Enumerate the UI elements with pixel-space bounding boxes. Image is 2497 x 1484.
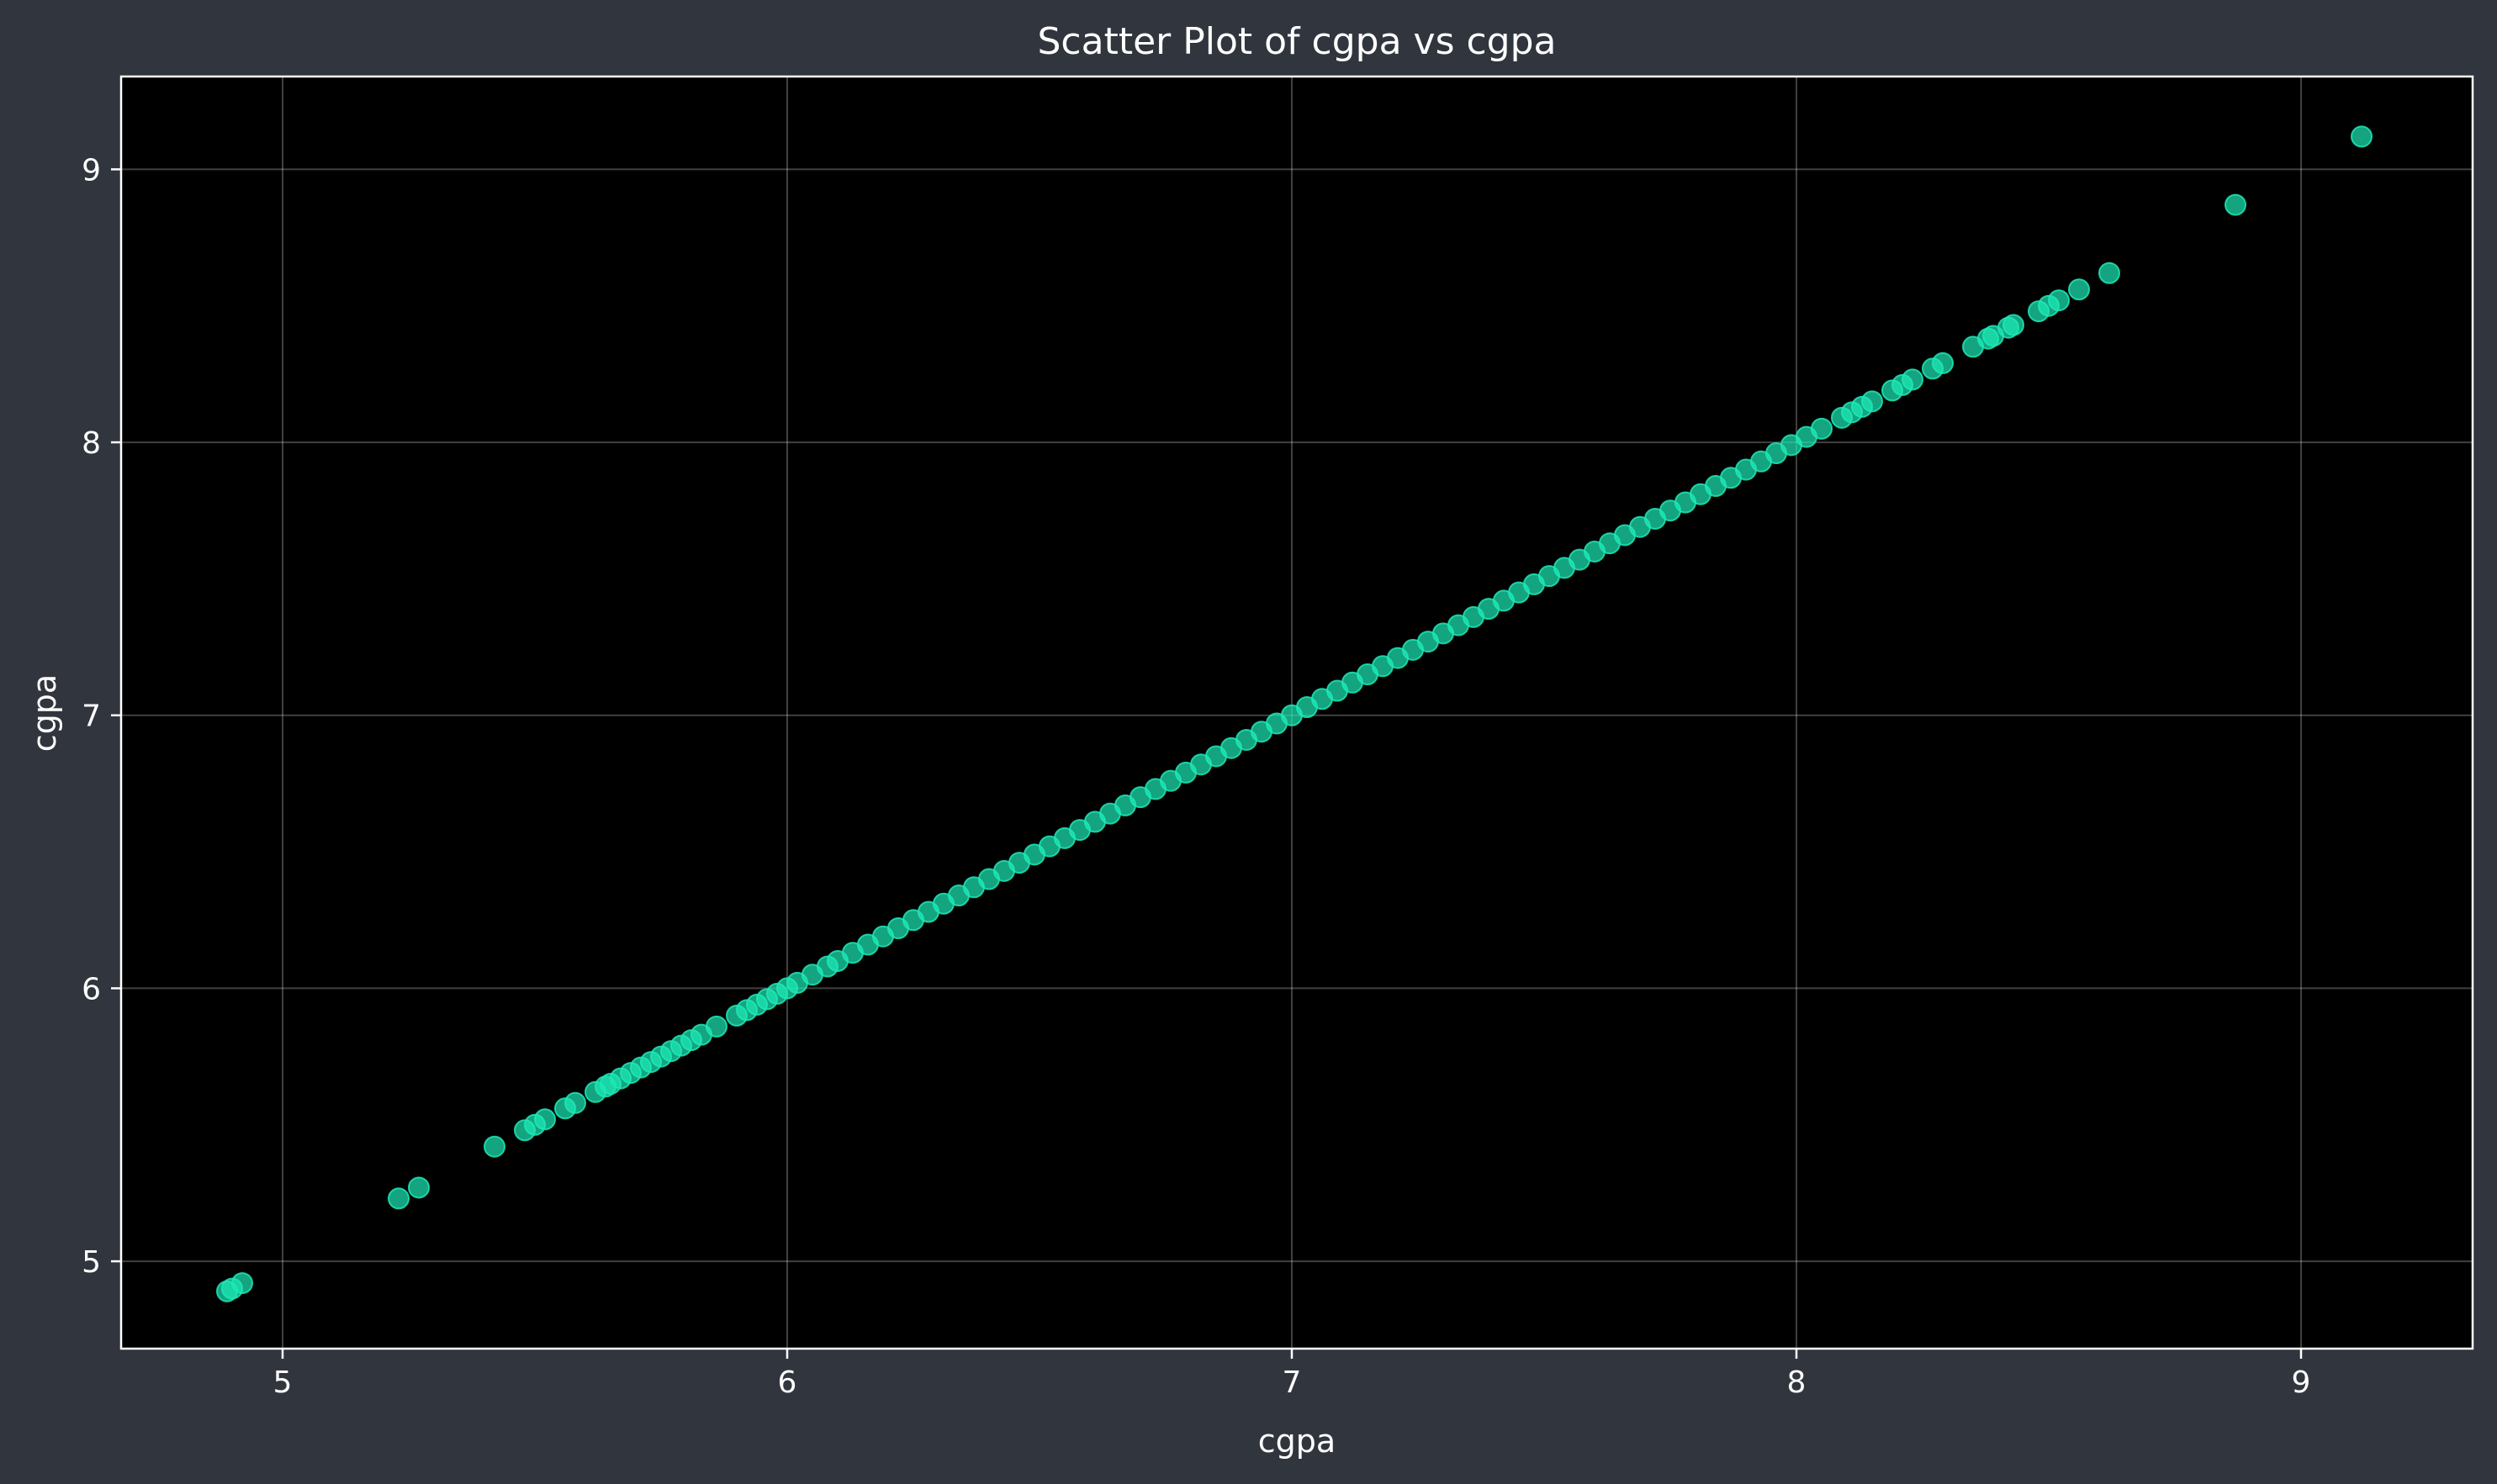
data-point [388,1187,410,1210]
data-point [534,1108,556,1131]
x-tick-label: 8 [1787,1365,1807,1400]
data-point [231,1272,253,1295]
y-tick-label: 9 [82,153,101,187]
data-point [1811,417,1833,440]
axis-ticks: 5 6 7 8 9 5 6 7 8 9 [82,153,2310,1400]
x-tick-label: 9 [2292,1365,2311,1400]
y-tick-label: 5 [82,1245,101,1280]
data-point [484,1135,505,1158]
plot-area-frame [119,75,2474,1350]
y-axis-title: cgpa [26,674,63,752]
data-point [2225,193,2246,216]
y-tick-label: 8 [82,426,101,461]
y-tick-label: 7 [82,700,101,734]
data-point [2098,261,2120,284]
data-point [564,1091,586,1114]
data-point [2048,289,2070,312]
x-tick-label: 5 [273,1365,293,1400]
data-point [2002,314,2024,336]
x-tick-label: 7 [1283,1365,1302,1400]
data-point [1861,390,1883,413]
data-point [408,1176,430,1199]
data-point [706,1015,727,1038]
data-point [1932,351,1954,374]
x-tick-label: 6 [778,1365,797,1400]
chart-title: Scatter Plot of cgpa vs cgpa [1037,20,1556,63]
x-axis-title: cgpa [1258,1423,1336,1460]
data-point [2068,278,2090,301]
data-points [216,125,2373,1302]
y-tick-label: 6 [82,972,101,1006]
data-point [2351,125,2373,148]
data-point [1902,368,1923,391]
